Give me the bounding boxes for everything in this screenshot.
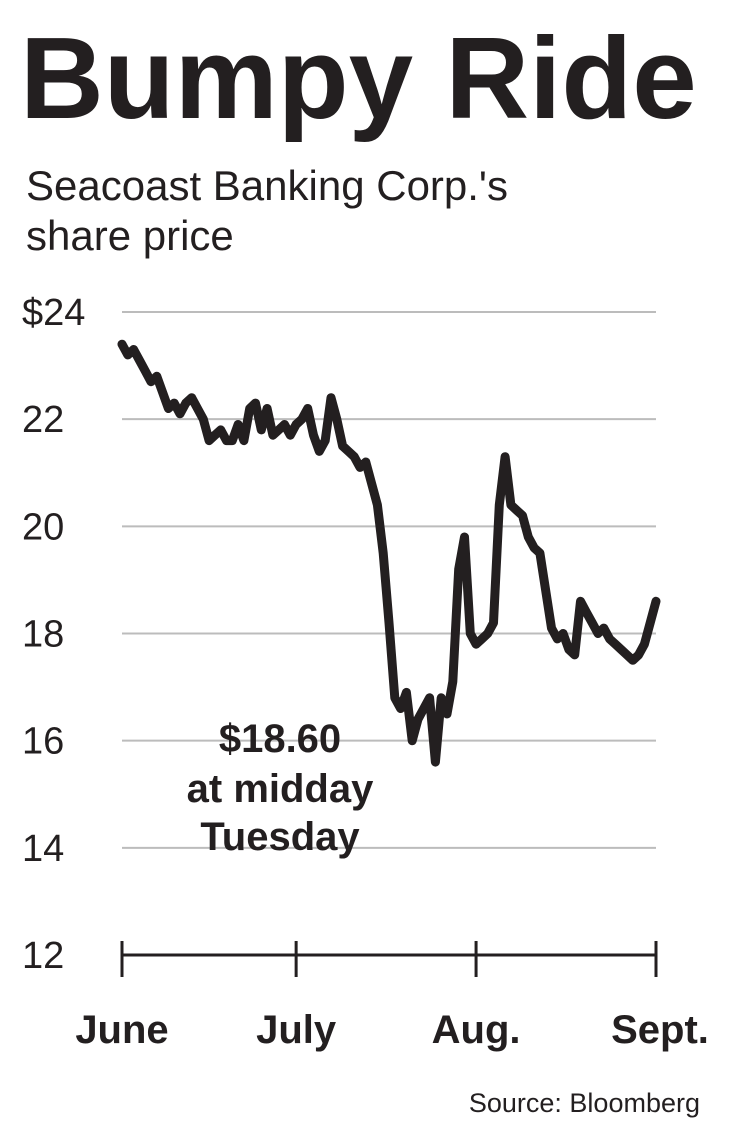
x-tick-label: Sept. [611, 1008, 709, 1052]
source-credit: Source: Bloomberg [469, 1088, 700, 1118]
y-tick-label: $24 [22, 292, 85, 334]
y-tick-label: 14 [22, 828, 64, 870]
plot-area: $24 22 20 18 16 14 12 June July Aug. Sept. [22, 292, 709, 1052]
price-annotation-value: $18.60 [219, 717, 341, 761]
chart-subtitle-line-1: Seacoast Banking Corp.'s [26, 162, 508, 209]
price-annotation-time: at midday [187, 767, 374, 811]
price-annotation-day: Tuesday [200, 815, 360, 859]
y-tick-label: 18 [22, 614, 64, 656]
chart-title: Bumpy Ride [20, 13, 697, 143]
x-tick-label: July [256, 1008, 337, 1052]
y-tick-label: 20 [22, 506, 64, 548]
price-line [117, 339, 661, 767]
y-tick-label: 22 [22, 399, 64, 441]
chart-subtitle-line-2: share price [26, 212, 234, 259]
y-tick-label: 16 [22, 721, 64, 763]
x-tick-label: June [75, 1008, 168, 1052]
x-tick-label: Aug. [432, 1008, 521, 1052]
y-tick-label: 12 [22, 935, 64, 977]
